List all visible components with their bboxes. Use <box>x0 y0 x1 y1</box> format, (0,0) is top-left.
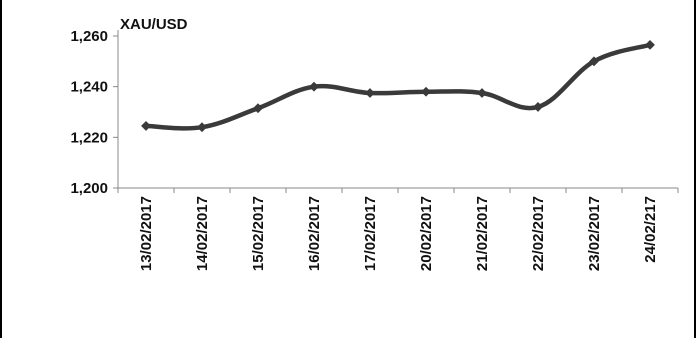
axes <box>117 30 678 189</box>
x-tick-label: 21/02/2017 <box>474 196 491 271</box>
data-point-marker <box>589 56 599 67</box>
x-tick-label: 13/02/2017 <box>138 196 155 271</box>
x-tick-label: 14/02/2017 <box>194 196 211 271</box>
data-point-marker <box>253 103 263 114</box>
y-axis-ticks: 1,200 1,220 1,240 1,260 <box>70 28 118 197</box>
series-label: XAU/USD <box>120 16 188 33</box>
data-point-marker <box>421 86 431 97</box>
y-tick-label: 1,200 <box>70 180 108 197</box>
data-point-marker <box>197 122 207 133</box>
x-axis-ticks: 13/02/2017 14/02/2017 15/02/2017 16/02/2017… <box>117 188 679 271</box>
data-point-marker <box>365 88 375 98</box>
y-tick-label: 1,220 <box>70 129 108 146</box>
x-tick-label: 16/02/2017 <box>306 196 323 271</box>
y-tick-label: 1,260 <box>70 28 108 45</box>
x-tick-label: 24/02/217 <box>642 196 659 263</box>
series-line <box>143 42 653 131</box>
data-point-marker <box>533 102 543 112</box>
x-tick-label: 23/02/2017 <box>586 196 603 271</box>
x-tick-label: 15/02/2017 <box>250 196 267 271</box>
x-tick-label: 22/02/2017 <box>530 196 547 271</box>
x-tick-label: 17/02/2017 <box>362 196 379 271</box>
data-point-marker <box>309 81 319 92</box>
series-group <box>141 39 655 133</box>
data-point-marker <box>141 121 151 131</box>
data-point-marker <box>645 39 655 50</box>
x-tick-label: 20/02/2017 <box>418 196 435 271</box>
data-point-marker <box>477 88 487 98</box>
y-tick-label: 1,240 <box>70 79 108 96</box>
